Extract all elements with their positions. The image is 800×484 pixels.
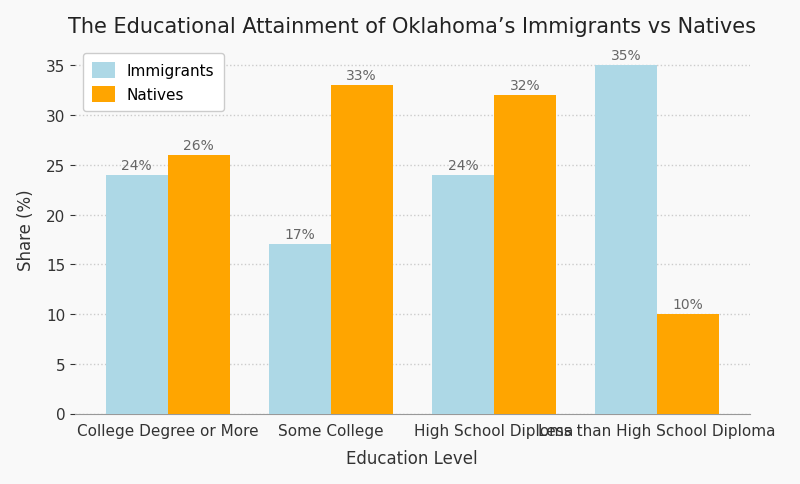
Bar (106, 176, 167, 414)
Bar (494, 96, 556, 414)
Text: 26%: 26% (183, 139, 214, 152)
Legend: Immigrants, Natives: Immigrants, Natives (82, 54, 224, 112)
Text: 24%: 24% (122, 159, 152, 172)
Bar (657, 315, 719, 414)
Text: 10%: 10% (673, 298, 703, 311)
Text: 33%: 33% (346, 69, 377, 83)
Text: 32%: 32% (510, 79, 540, 93)
Text: 17%: 17% (284, 228, 315, 242)
Bar (330, 86, 393, 414)
Text: 35%: 35% (610, 49, 642, 63)
Bar (269, 245, 330, 414)
X-axis label: Education Level: Education Level (346, 450, 478, 468)
Y-axis label: Share (%): Share (%) (17, 189, 34, 271)
Title: The Educational Attainment of Oklahoma’s Immigrants vs Natives: The Educational Attainment of Oklahoma’s… (68, 16, 756, 37)
Bar (432, 176, 494, 414)
Text: 24%: 24% (447, 159, 478, 172)
Bar (595, 66, 657, 414)
Bar (167, 156, 230, 414)
